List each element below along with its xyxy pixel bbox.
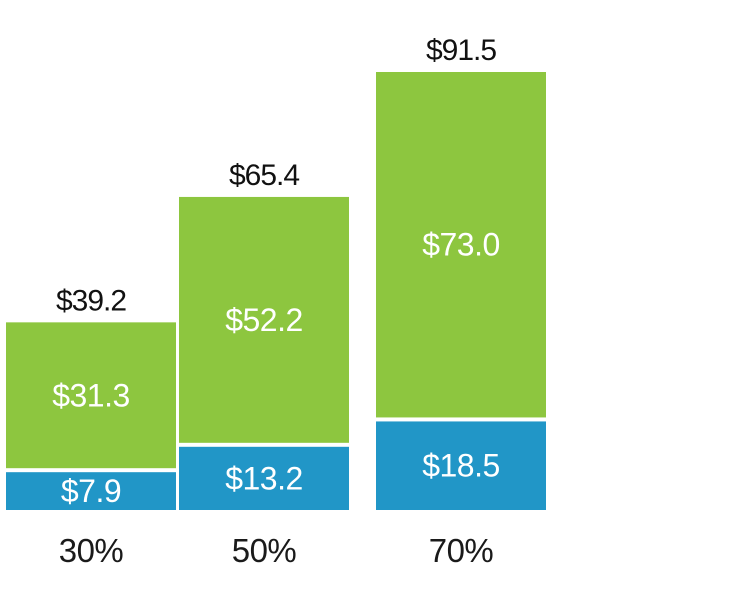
category-label: 50%	[232, 532, 297, 569]
segment-value-label: $13.2	[225, 460, 303, 496]
category-label: 70%	[429, 532, 494, 569]
segment-value-label: $31.3	[52, 377, 130, 413]
total-value-label: $91.5	[426, 34, 496, 67]
segment-value-label: $73.0	[422, 227, 500, 263]
segment-value-label: $52.2	[225, 302, 303, 338]
bar-segment-upper-1	[6, 322, 176, 469]
bar-segment-lower-3	[376, 421, 546, 510]
segment-value-label: $7.9	[61, 473, 121, 509]
bar-segment-lower-2	[179, 446, 349, 510]
segment-value-label: $18.5	[422, 448, 500, 484]
total-value-label: $39.2	[56, 284, 126, 317]
total-value-label: $65.4	[229, 159, 299, 192]
bar-segment-upper-3	[376, 72, 546, 418]
category-label: 30%	[59, 532, 124, 569]
bar-segment-lower-1	[6, 472, 176, 510]
bar-segment-upper-2	[179, 196, 349, 443]
